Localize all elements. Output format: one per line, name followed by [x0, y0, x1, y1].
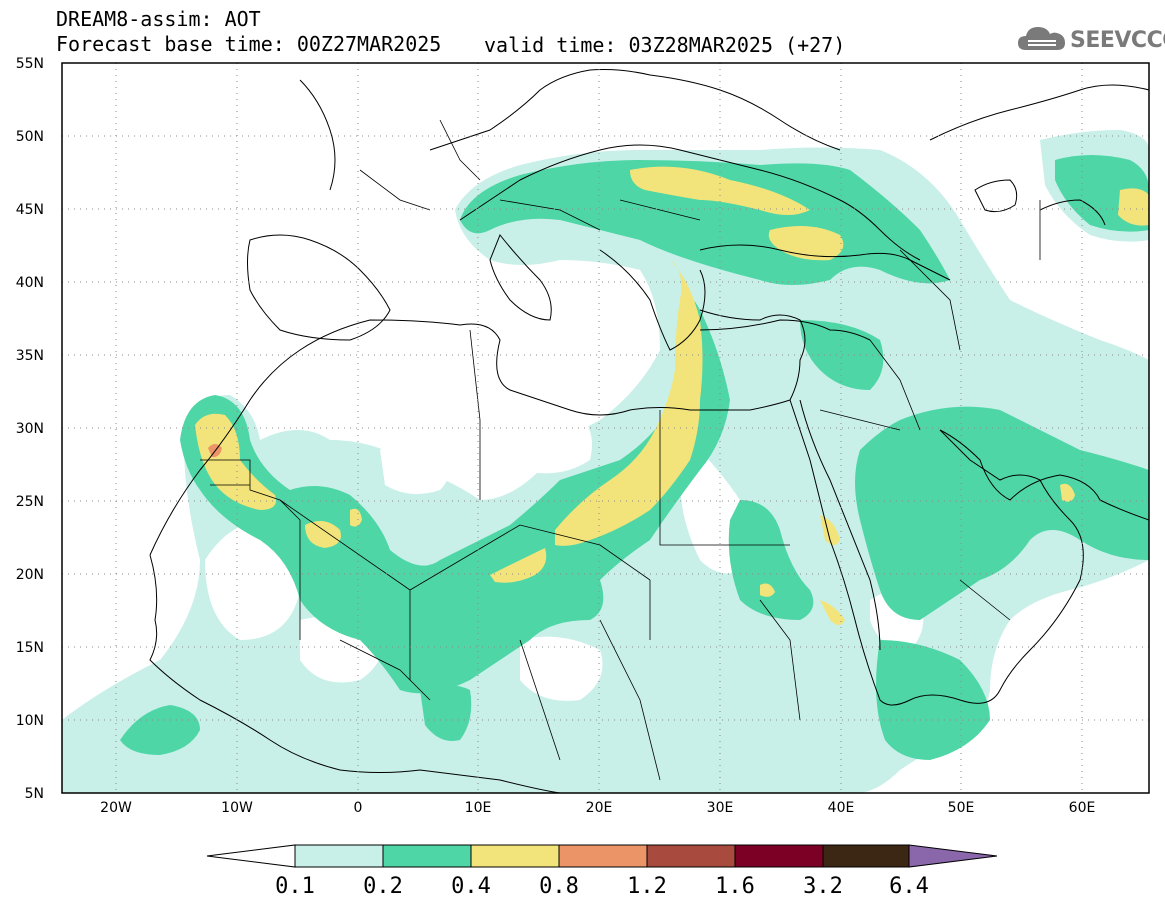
lat-tick: 45N: [16, 202, 44, 218]
forecast-base-time: Forecast base time: 00Z27MAR2025: [56, 32, 442, 56]
lat-tick: 40N: [16, 275, 44, 291]
lat-tick: 20N: [16, 567, 44, 583]
cloud-icon: [1016, 23, 1068, 57]
lon-tick: 30E: [707, 800, 734, 816]
lat-tick: 25N: [16, 494, 44, 510]
lon-tick: 20E: [586, 800, 613, 816]
colorbar-label: 1.6: [715, 874, 755, 899]
aot-field: [62, 130, 1149, 793]
lat-tick: 35N: [16, 348, 44, 364]
lon-tick: 10E: [465, 800, 492, 816]
lon-axis: 20W 10W 0 10E 20E 30E 40E 50E 60E: [100, 800, 1095, 816]
lon-tick: 40E: [828, 800, 855, 816]
colorbar-label: 6.4: [889, 874, 929, 899]
coastlines: [149, 69, 1149, 793]
colorbar: 0.1 0.2 0.4 0.8 1.2 1.6 3.2 6.4: [206, 844, 998, 899]
colorbar-under-triangle: [206, 844, 296, 868]
lat-tick: 5N: [25, 786, 44, 802]
aot-layer-high: [195, 166, 1149, 625]
borders: [200, 119, 1041, 781]
colorbar-bin: [470, 844, 560, 868]
colorbar-bin: [822, 844, 910, 868]
lon-tick: 60E: [1069, 800, 1096, 816]
colorbar-label: 0.8: [539, 874, 579, 899]
colorbar-bin: [382, 844, 472, 868]
lat-tick: 30N: [16, 421, 44, 437]
lat-tick: 10N: [16, 713, 44, 729]
valid-time: valid time: 03Z28MAR2025 (+27): [484, 33, 846, 57]
lon-tick: 50E: [948, 800, 975, 816]
lat-tick: 15N: [16, 640, 44, 656]
lon-tick: 0: [354, 800, 363, 816]
lat-axis: 5N 10N 15N 20N 25N 30N 35N 40N 45N 50N 5…: [16, 56, 44, 802]
map-frame: [61, 62, 1150, 794]
colorbar-label: 3.2: [803, 874, 843, 899]
colorbar-bin: [646, 844, 736, 868]
colorbar-label: 0.1: [275, 874, 315, 899]
colorbar-label: 1.2: [627, 874, 667, 899]
colorbar-bin: [734, 844, 824, 868]
lon-tick: 10W: [221, 800, 253, 816]
aot-gaps: [205, 270, 924, 701]
map-title: DREAM8-assim: AOT: [56, 7, 261, 31]
seevccc-logo: SEEVCCC: [1016, 22, 1165, 58]
logo-text: SEEVCCC: [1070, 27, 1165, 53]
colorbar-label: 0.2: [363, 874, 403, 899]
colorbar-bin: [294, 844, 384, 868]
colorbar-bin: [558, 844, 648, 868]
colorbar-over-triangle: [908, 844, 998, 868]
colorbar-label: 0.4: [451, 874, 491, 899]
lon-tick: 20W: [100, 800, 132, 816]
lat-tick: 55N: [16, 56, 44, 72]
lat-tick: 50N: [16, 129, 44, 145]
